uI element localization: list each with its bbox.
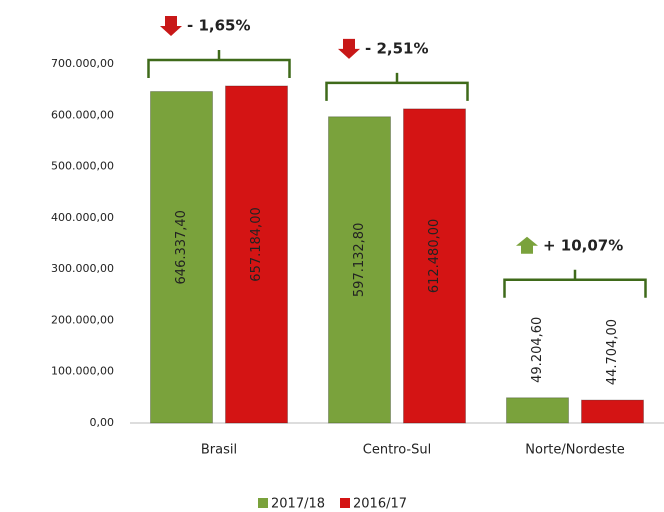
bar [225,85,288,424]
bar [506,397,569,424]
x-tick-label: Norte/Nordeste [525,443,624,458]
value-label: 49.204,60 [530,317,545,383]
value-label: 657.184,00 [249,207,264,281]
legend-label: 2017/18 [271,497,325,512]
annotation-arrow [160,15,182,36]
legend-label: 2016/17 [353,497,407,512]
bar [328,116,391,424]
bar [581,399,644,424]
bar [150,91,213,424]
y-tick-label: 100.000,00 [51,365,114,378]
x-tick-label: Brasil [201,443,237,458]
value-label: 646.337,40 [174,210,189,284]
y-tick-label: 300.000,00 [51,262,114,275]
x-tick-label: Centro-Sul [363,443,431,458]
y-tick-label: 700.000,00 [51,57,114,70]
y-tick-label: 200.000,00 [51,313,114,326]
brace [325,72,469,101]
bar [403,108,466,424]
brace [147,49,291,78]
y-tick-label: 600.000,00 [51,108,114,121]
value-label: 597.132,80 [352,223,367,297]
annotation: - 2,51% [365,39,429,57]
value-label: 612.480,00 [427,219,442,293]
legend: 2017/18 2016/17 [258,497,407,512]
y-tick-label: 500.000,00 [51,160,114,173]
annotation: + 10,07% [543,236,623,254]
y-tick-label: 0,00 [90,416,115,429]
annotation-arrow [516,236,538,254]
annotation-arrow [338,38,360,59]
value-label: 44.704,00 [605,319,620,385]
brace [503,269,647,298]
legend-swatch [258,498,268,508]
y-tick-label: 400.000,00 [51,211,114,224]
annotation: - 1,65% [187,16,251,34]
legend-swatch [340,498,350,508]
